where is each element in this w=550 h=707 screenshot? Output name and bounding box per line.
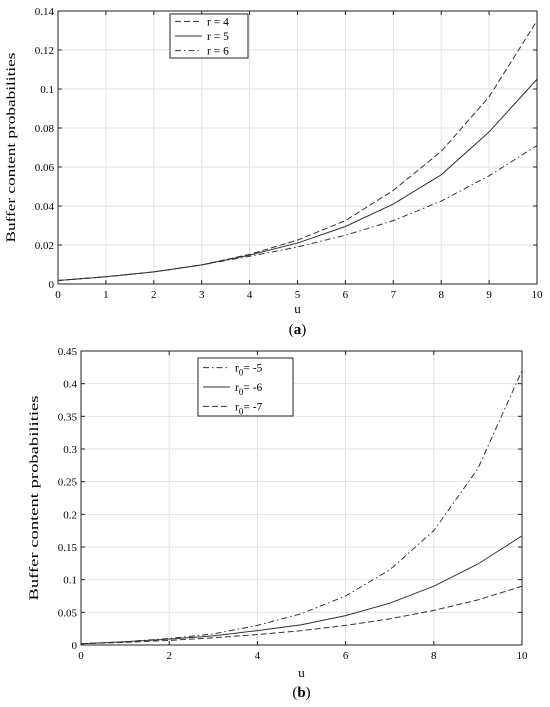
y-tick-label: 0.12 xyxy=(35,45,54,57)
x-tick-label: 1 xyxy=(103,289,109,301)
y-tick-label: 0.1 xyxy=(40,84,54,96)
x-tick-label: 6 xyxy=(343,289,349,301)
y-tick-label: 0.1 xyxy=(63,575,77,587)
legend-label-2: r0= -6 xyxy=(235,382,263,397)
x-tick-label: 5 xyxy=(295,289,301,301)
series-line-2 xyxy=(57,78,538,281)
series-line-2 xyxy=(80,535,523,645)
y-tick-label: 0.3 xyxy=(63,444,77,456)
x-tick-label: 0 xyxy=(55,289,61,301)
x-tick-label: 6 xyxy=(343,650,349,662)
legend: r = 4 r = 5 r = 6 xyxy=(169,13,249,59)
y-tick-label: 0.25 xyxy=(58,477,78,489)
x-tick-label: 2 xyxy=(166,650,172,662)
chart-panel-a: 0 1 2 3 4 5 6 7 8 9 10 0 0.02 0.04 0.06 0.08 0.1 0.12 0.14… xyxy=(3,6,543,338)
series-line-1 xyxy=(57,20,538,281)
y-tick-label: 0 xyxy=(72,640,78,652)
y-tick-label: 0.15 xyxy=(58,542,78,554)
legend-label-3: r = 6 xyxy=(207,46,229,58)
y-axis-label: Buffer content probabilities xyxy=(26,396,41,601)
legend-label-2: r = 5 xyxy=(207,31,229,43)
x-tick-label: 8 xyxy=(431,650,437,662)
x-tick-label: 10 xyxy=(532,289,544,301)
y-tick-label: 0.14 xyxy=(35,6,55,18)
x-axis-label: u xyxy=(294,301,301,316)
y-axis-label: Buffer content probabilities xyxy=(3,53,18,243)
x-tick-label: 10 xyxy=(517,650,529,662)
legend-label-1: r0= -5 xyxy=(235,363,263,378)
x-tick-label: 0 xyxy=(78,650,84,662)
y-tick-label: 0.2 xyxy=(63,509,77,521)
x-tick-label: 3 xyxy=(199,289,205,301)
plot-frame xyxy=(80,350,523,646)
panel-caption: (a) xyxy=(289,322,307,338)
x-tick-label: 4 xyxy=(255,650,261,662)
panel-caption: (b) xyxy=(292,685,310,701)
x-tick-label: 9 xyxy=(486,289,492,301)
x-axis-label: u xyxy=(298,665,305,680)
x-tick-label: 2 xyxy=(151,289,157,301)
y-tick-label: 0.08 xyxy=(35,123,55,135)
y-tick-label: 0.35 xyxy=(58,411,78,423)
x-tick-label: 8 xyxy=(438,289,444,301)
y-tick-label: 0.02 xyxy=(35,240,54,252)
y-tick-label: 0.4 xyxy=(63,379,77,391)
y-tick-label: 0.05 xyxy=(58,607,78,619)
legend: r0= -5 r0= -6 r0= -7 xyxy=(197,357,294,417)
x-tick-label: 7 xyxy=(391,289,397,301)
y-tick-label: 0 xyxy=(49,279,55,291)
series-line-1 xyxy=(80,370,523,645)
chart-panel-b: 0 2 4 6 8 10 0 0.05 0.1 0.15 0.2 0.25 0.3 0.35 0.4 0.45… xyxy=(26,346,528,701)
x-tick-label: 4 xyxy=(247,289,253,301)
legend-label-1: r = 4 xyxy=(207,16,229,28)
y-tick-label: 0.45 xyxy=(58,346,78,358)
series-line-3 xyxy=(80,585,523,645)
y-tick-label: 0.04 xyxy=(35,201,55,213)
y-tick-label: 0.06 xyxy=(35,162,55,174)
legend-label-3: r0= -7 xyxy=(235,401,263,416)
